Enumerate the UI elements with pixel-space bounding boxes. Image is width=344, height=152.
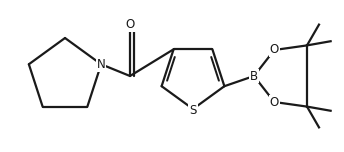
Text: B: B — [250, 69, 258, 83]
Text: O: O — [125, 19, 135, 31]
Text: S: S — [189, 105, 197, 117]
Text: N: N — [97, 58, 106, 71]
Text: O: O — [270, 95, 279, 109]
Text: O: O — [270, 43, 279, 57]
